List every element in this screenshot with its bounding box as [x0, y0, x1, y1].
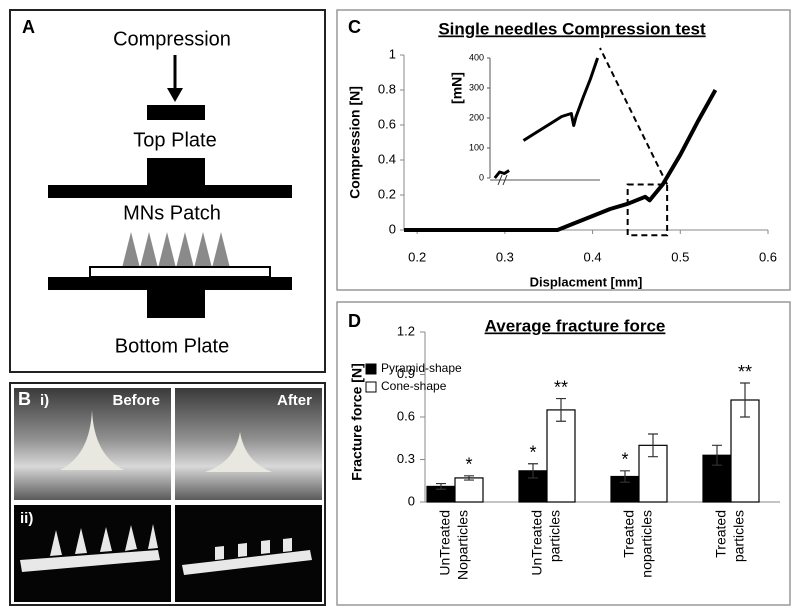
chart-title: Single needles Compression test: [438, 19, 706, 38]
x-tick-label: 0.4: [584, 249, 602, 264]
after-label: After: [277, 392, 312, 409]
y-tick-label: 100: [469, 142, 484, 152]
bar: [702, 454, 732, 503]
y-tick-label: 0.6: [397, 408, 415, 423]
zoom-connector: [599, 47, 669, 185]
top-plate: [147, 105, 205, 120]
y-tick-label: 200: [469, 112, 484, 122]
y-tick-label: 0: [408, 493, 415, 508]
needle-row-before: [20, 524, 160, 572]
row-label: i): [40, 392, 49, 409]
x-tick-label: UnTreated: [529, 510, 545, 576]
y-tick-label: 300: [469, 82, 484, 92]
x-tick-label: Treated: [621, 510, 637, 558]
x-tick-label: Treated: [713, 510, 729, 558]
bottom-plate-label: Bottom Plate: [115, 335, 230, 357]
significance: **: [554, 377, 568, 397]
x-tick-label: 0.2: [408, 249, 426, 264]
y-tick-label: 0.3: [397, 451, 415, 466]
legend-swatch: [365, 363, 377, 375]
row-label: ii): [20, 510, 33, 527]
error-bar: [528, 463, 538, 479]
needle-before: [60, 410, 124, 470]
y-tick-label: 0: [389, 221, 396, 236]
error-bar: [464, 475, 474, 481]
data-line: [404, 89, 718, 232]
zoom-box: [626, 183, 669, 237]
compression-label: Compression: [113, 28, 231, 50]
bar: [454, 477, 484, 503]
legend-label: Cone-shape: [381, 379, 447, 393]
x-tick-label: 0.5: [671, 249, 689, 264]
y-axis-label: Compression [N]: [347, 86, 363, 199]
error-bar: [556, 397, 566, 422]
x-tick-label: UnTreated: [437, 510, 453, 576]
significance: *: [465, 455, 472, 475]
y-tick-label: 0.6: [378, 116, 396, 131]
x-tick-label: 0.3: [496, 249, 514, 264]
error-bar: [740, 382, 750, 418]
y-tick-label: 0.2: [378, 186, 396, 201]
upper-plate: [48, 185, 292, 198]
microneedles: [122, 232, 230, 268]
axis-break: [497, 174, 508, 186]
bottom-plate: [48, 277, 292, 290]
x-tick-label: noparticles: [639, 510, 655, 578]
panel-label: B: [18, 389, 31, 409]
error-bar: [712, 444, 722, 466]
x-tick-label: 0.6: [759, 249, 777, 264]
before-label: Before: [112, 392, 160, 409]
significance: *: [621, 450, 628, 470]
arrow-head: [167, 88, 183, 102]
x-axis-label: Displacment [mm]: [530, 274, 643, 289]
x-tick-label: particles: [547, 510, 563, 562]
y-tick-label: 1.2: [397, 323, 415, 338]
y-axis-label: Fracture force [N]: [349, 363, 365, 480]
bottom-stem: [147, 290, 205, 318]
x-tick-label: particles: [731, 510, 747, 562]
x-tick-label: Noparticles: [455, 510, 471, 580]
panel-label: D: [348, 311, 361, 331]
y-tick-label: 400: [469, 52, 484, 62]
bar: [546, 409, 576, 503]
error-bar: [620, 470, 630, 483]
error-bar: [648, 433, 658, 458]
y-tick-label: 0.4: [378, 151, 396, 166]
top-stem: [147, 158, 205, 186]
needle-after: [205, 432, 272, 472]
patch-label: MNs Patch: [123, 202, 221, 224]
panel-label: C: [348, 17, 361, 37]
panel-c-frame: [336, 9, 791, 291]
chart-title: Average fracture force: [485, 316, 666, 335]
data-line: [493, 57, 600, 179]
panel-label: A: [22, 17, 35, 37]
y-axis-label: [mN]: [449, 72, 465, 104]
significance: *: [529, 443, 536, 463]
significance: **: [738, 362, 752, 382]
top-plate-label: Top Plate: [133, 129, 216, 151]
y-tick-label: 1: [389, 46, 396, 61]
patch-base: [89, 266, 271, 278]
error-bar: [436, 482, 446, 490]
y-tick-label: 0: [479, 172, 484, 182]
photo-after: [175, 388, 322, 500]
y-tick-label: 0.8: [378, 81, 396, 96]
legend-label: Pyramid-shape: [381, 361, 462, 375]
y-tick-label: 0.9: [397, 366, 415, 381]
legend-swatch: [365, 381, 377, 393]
needle-row-after: [182, 538, 312, 575]
